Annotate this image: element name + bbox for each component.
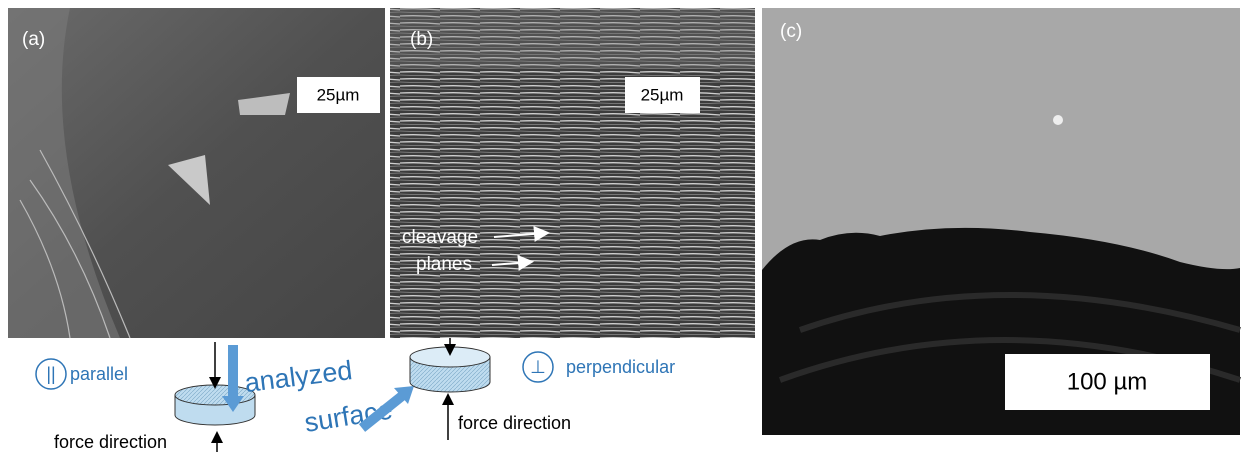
panel-label: (a) bbox=[22, 29, 45, 50]
label: perpendicular bbox=[566, 357, 675, 377]
particle bbox=[1053, 115, 1063, 125]
scale-label: 25µm bbox=[641, 85, 684, 104]
panel-a: (a) 25µm bbox=[8, 8, 385, 338]
panel-label: (b) bbox=[410, 29, 433, 50]
figure: (a) 25µm (b) 25µm cleavage planes (c) 10… bbox=[0, 0, 1245, 455]
label: force direction bbox=[458, 413, 571, 433]
cylinder-top bbox=[175, 385, 255, 405]
annotation: cleavage bbox=[402, 227, 478, 248]
icon-symbol: ⊥ bbox=[530, 357, 546, 377]
panel-c: (c) 100 µm bbox=[762, 8, 1240, 435]
schematic: || parallel force direction analyzed sur… bbox=[36, 338, 675, 452]
shading bbox=[390, 8, 755, 68]
icon-symbol: || bbox=[46, 364, 55, 384]
panel-b: (b) 25µm cleavage planes bbox=[390, 8, 755, 338]
label: force direction bbox=[54, 432, 167, 452]
scale-label: 100 µm bbox=[1067, 368, 1148, 395]
annotation: planes bbox=[416, 254, 472, 275]
label: analyzed bbox=[243, 355, 354, 398]
panel-label: (c) bbox=[780, 21, 802, 42]
scale-label: 25µm bbox=[317, 85, 360, 104]
label: parallel bbox=[70, 364, 128, 384]
